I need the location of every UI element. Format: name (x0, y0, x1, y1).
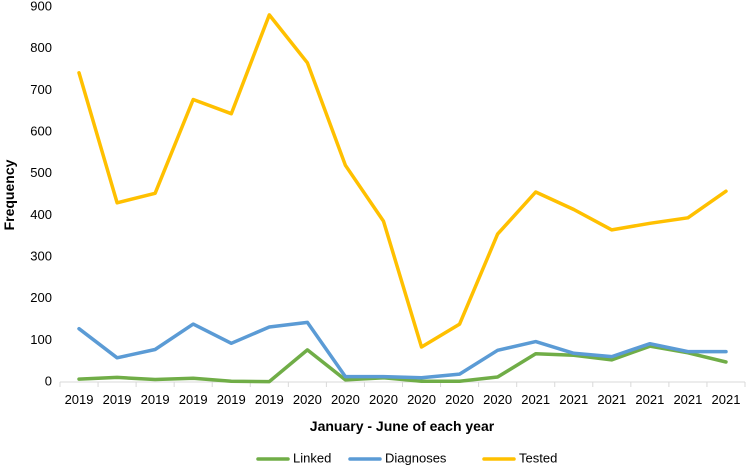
x-tick-label: 2019 (217, 392, 246, 407)
series-lines (77, 13, 728, 384)
legend-label-diagnoses: Diagnoses (385, 450, 447, 465)
y-tick-label: 700 (30, 82, 52, 97)
y-tick-label: 800 (30, 40, 52, 55)
x-tick-label: 2021 (635, 392, 664, 407)
x-tick-label: 2019 (255, 392, 284, 407)
y-tick-label: 600 (30, 123, 52, 138)
legend-label-tested: Tested (519, 450, 557, 465)
x-tick-label: 2019 (65, 392, 94, 407)
x-tick-label: 2020 (483, 392, 512, 407)
x-tick-label: 2020 (331, 392, 360, 407)
x-tick-label: 2021 (597, 392, 626, 407)
x-tick-label: 2021 (559, 392, 588, 407)
x-tick-label: 2020 (407, 392, 436, 407)
y-tick-label: 200 (30, 290, 52, 305)
y-axis-ticks: 0 100 200 300 400 500 600 700 800 900 (30, 0, 52, 388)
x-tick-label: 2019 (179, 392, 208, 407)
y-tick-label: 100 (30, 332, 52, 347)
x-tick-label: 2021 (673, 392, 702, 407)
x-tick-label: 2019 (141, 392, 170, 407)
x-tick-label: 2020 (445, 392, 474, 407)
y-tick-label: 900 (30, 0, 52, 13)
legend: Linked Diagnoses Tested (256, 450, 557, 465)
x-tick-label: 2021 (712, 392, 741, 407)
y-tick-label: 0 (45, 373, 52, 388)
legend-label-linked: Linked (293, 450, 331, 465)
x-tick-label: 2020 (293, 392, 322, 407)
x-tick-label: 2019 (103, 392, 132, 407)
x-axis-ticks: 2019 2019 2019 2019 2019 2019 2020 2020 2020 2020… (59, 382, 746, 407)
x-tick-label: 2020 (369, 392, 398, 407)
series-line-diagnoses (77, 320, 728, 380)
series-line-linked (77, 344, 728, 384)
y-tick-label: 300 (30, 248, 52, 263)
x-tick-label: 2021 (521, 392, 550, 407)
series-line-tested (77, 13, 728, 349)
y-tick-label: 400 (30, 207, 52, 222)
y-axis-title: Frequency (1, 159, 17, 230)
x-axis-title: January - June of each year (310, 418, 495, 434)
y-tick-label: 500 (30, 165, 52, 180)
